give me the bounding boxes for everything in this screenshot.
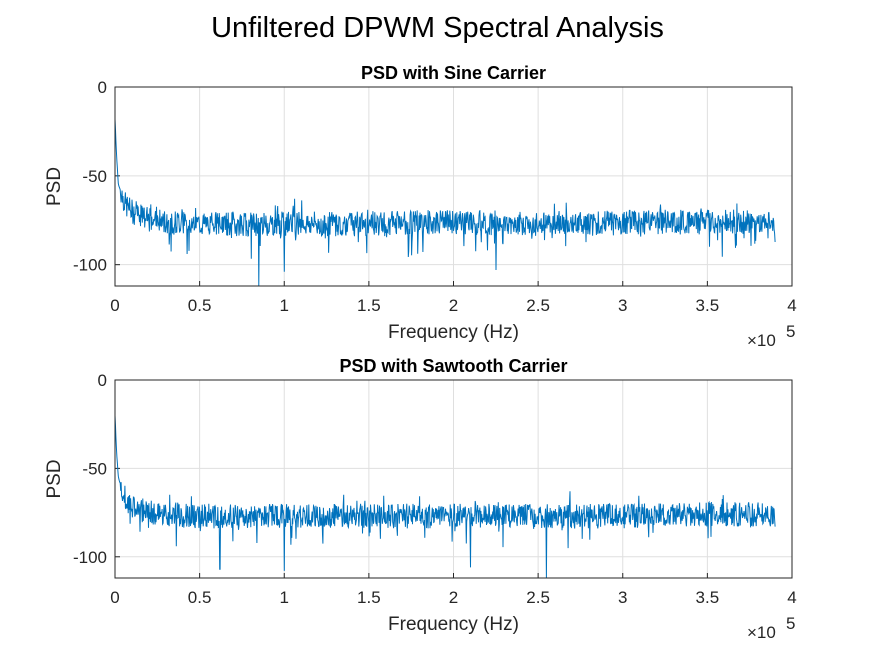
x-tick-label: 3 [618,588,627,607]
y-tick-label: -100 [73,256,107,275]
x-exponent-label: ×10 [747,331,776,350]
x-tick-label: 4 [787,588,796,607]
figure-title: Unfiltered DPWM Spectral Analysis [211,12,664,44]
y-tick-label: 0 [98,371,107,390]
psd-series-line [114,415,776,579]
x-tick-label: 2 [449,296,458,315]
x-tick-label: 0 [110,296,119,315]
x-tick-label: 0 [110,588,119,607]
x-tick-label: 1.5 [357,296,381,315]
x-exponent-label: ×10 [747,623,776,642]
x-tick-label: 1.5 [357,588,381,607]
x-exponent-power: 5 [786,322,795,341]
y-tick-label: -100 [73,548,107,567]
axes-2: 0 0.5 1 1.5 2 2.5 3 3.5 4 0 -50 -100 PSD with Sawtoo… [44,356,797,642]
x-tick-label: 3.5 [696,588,720,607]
y-tick-label: -50 [82,167,107,186]
x-tick-label: 2.5 [526,296,550,315]
x-exponent-power: 5 [786,614,795,633]
x-tick-label: 2.5 [526,588,550,607]
x-tick-label: 1 [280,588,289,607]
axes-frame [114,379,793,579]
x-tick-label: 1 [280,296,289,315]
x-tick-label: 0.5 [188,296,212,315]
x-tick-label: 4 [787,296,796,315]
y-tick-label: -50 [82,459,107,478]
x-tick-label: 2 [449,588,458,607]
x-axis-label: Frequency (Hz) [388,614,519,635]
axes-frame [114,86,793,287]
y-axis-label: PSD [44,167,65,206]
axes-title: PSD with Sine Carrier [361,63,546,83]
y-axis-label: PSD [44,459,65,498]
x-tick-label: 3.5 [696,296,720,315]
psd-series-line [114,118,776,287]
axes-1: 0 0.5 1 1.5 2 2.5 3 3.5 4 0 -50 -100 PSD with Sine C… [44,63,797,350]
y-tick-label: 0 [98,78,107,97]
x-axis-label: Frequency (Hz) [388,322,519,343]
x-tick-label: 3 [618,296,627,315]
x-tick-label: 0.5 [188,588,212,607]
axes-title: PSD with Sawtooth Carrier [339,356,567,376]
